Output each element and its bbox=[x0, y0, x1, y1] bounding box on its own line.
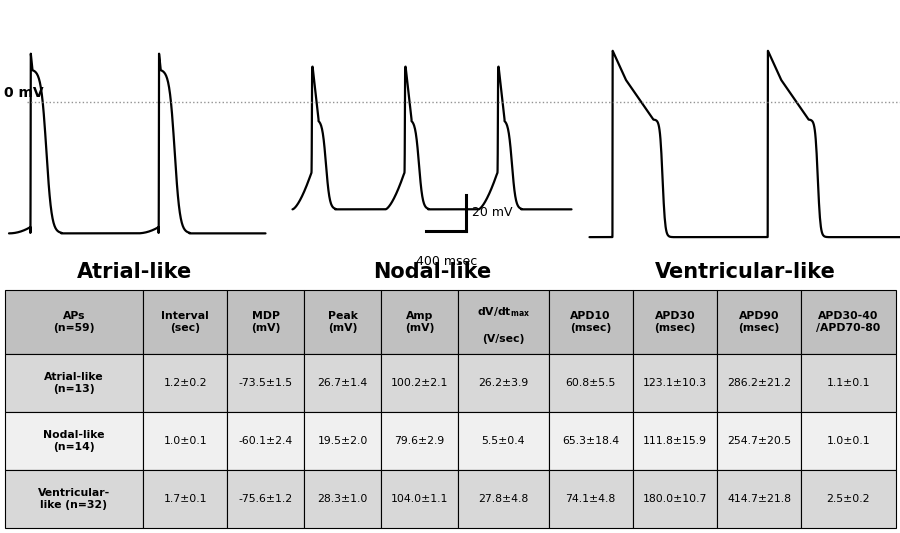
Text: MDP
(mV): MDP (mV) bbox=[251, 311, 281, 333]
Text: 1.7±0.1: 1.7±0.1 bbox=[164, 494, 207, 504]
Bar bbox=[304, 412, 382, 470]
Text: 286.2±21.2: 286.2±21.2 bbox=[727, 378, 791, 388]
Text: -73.5±1.5: -73.5±1.5 bbox=[238, 378, 292, 388]
Bar bbox=[382, 354, 458, 412]
Text: APD30
(msec): APD30 (msec) bbox=[654, 311, 696, 333]
Bar bbox=[228, 412, 304, 470]
Bar bbox=[458, 354, 548, 412]
Text: 100.2±2.1: 100.2±2.1 bbox=[391, 378, 448, 388]
Text: 74.1±4.8: 74.1±4.8 bbox=[565, 494, 616, 504]
Text: Amp
(mV): Amp (mV) bbox=[405, 311, 435, 333]
Bar bbox=[4, 470, 143, 528]
Text: (V/sec): (V/sec) bbox=[482, 334, 525, 344]
Text: 1.0±0.1: 1.0±0.1 bbox=[164, 436, 207, 446]
Text: 5.5±0.4: 5.5±0.4 bbox=[482, 436, 525, 446]
Text: Ventricular-like: Ventricular-like bbox=[655, 262, 835, 282]
Bar bbox=[633, 290, 717, 354]
Bar bbox=[304, 470, 382, 528]
Text: 28.3±1.0: 28.3±1.0 bbox=[318, 494, 368, 504]
Bar bbox=[143, 354, 228, 412]
Text: 111.8±15.9: 111.8±15.9 bbox=[643, 436, 707, 446]
Text: 123.1±10.3: 123.1±10.3 bbox=[643, 378, 707, 388]
Text: Peak
(mV): Peak (mV) bbox=[328, 311, 357, 333]
Text: 254.7±20.5: 254.7±20.5 bbox=[727, 436, 791, 446]
Bar bbox=[548, 290, 633, 354]
Bar bbox=[801, 354, 896, 412]
Text: 65.3±18.4: 65.3±18.4 bbox=[562, 436, 619, 446]
Text: 20 mV: 20 mV bbox=[472, 206, 512, 219]
Bar bbox=[633, 354, 717, 412]
Text: 26.7±1.4: 26.7±1.4 bbox=[318, 378, 368, 388]
Text: -75.6±1.2: -75.6±1.2 bbox=[238, 494, 292, 504]
Bar bbox=[4, 412, 143, 470]
Bar bbox=[228, 290, 304, 354]
Text: 104.0±1.1: 104.0±1.1 bbox=[391, 494, 448, 504]
Bar bbox=[458, 412, 548, 470]
Text: 1.2±0.2: 1.2±0.2 bbox=[164, 378, 207, 388]
Bar bbox=[228, 354, 304, 412]
Bar bbox=[633, 412, 717, 470]
Bar bbox=[548, 470, 633, 528]
Bar bbox=[717, 354, 801, 412]
Text: APD10
(msec): APD10 (msec) bbox=[570, 311, 611, 333]
Text: Nodal-like
(n=14): Nodal-like (n=14) bbox=[43, 430, 104, 452]
Bar bbox=[143, 290, 228, 354]
Text: Atrial-like
(n=13): Atrial-like (n=13) bbox=[44, 372, 104, 394]
Bar bbox=[382, 412, 458, 470]
Bar bbox=[717, 412, 801, 470]
Bar bbox=[548, 412, 633, 470]
Text: Atrial-like: Atrial-like bbox=[77, 262, 193, 282]
Bar bbox=[717, 470, 801, 528]
Bar bbox=[382, 290, 458, 354]
Bar bbox=[382, 470, 458, 528]
Text: APs
(n=59): APs (n=59) bbox=[53, 311, 94, 333]
Text: 1.1±0.1: 1.1±0.1 bbox=[826, 378, 870, 388]
Bar bbox=[801, 470, 896, 528]
Text: dV/dt$_\mathregular{max}$: dV/dt$_\mathregular{max}$ bbox=[477, 305, 530, 319]
Text: 180.0±10.7: 180.0±10.7 bbox=[643, 494, 707, 504]
Text: -60.1±2.4: -60.1±2.4 bbox=[238, 436, 292, 446]
Bar bbox=[458, 290, 548, 354]
Bar bbox=[801, 412, 896, 470]
Text: 26.2±3.9: 26.2±3.9 bbox=[478, 378, 528, 388]
Bar bbox=[143, 412, 228, 470]
Bar bbox=[4, 354, 143, 412]
Bar bbox=[4, 290, 143, 354]
Text: Interval
(sec): Interval (sec) bbox=[161, 311, 209, 333]
Text: Nodal-like: Nodal-like bbox=[373, 262, 491, 282]
Bar bbox=[143, 470, 228, 528]
Text: 1.0±0.1: 1.0±0.1 bbox=[826, 436, 870, 446]
Text: 27.8±4.8: 27.8±4.8 bbox=[478, 494, 528, 504]
Bar bbox=[458, 470, 548, 528]
Bar bbox=[228, 470, 304, 528]
Text: APD30-40
/APD70-80: APD30-40 /APD70-80 bbox=[816, 311, 880, 333]
Text: APD90
(msec): APD90 (msec) bbox=[738, 311, 779, 333]
Bar bbox=[717, 290, 801, 354]
Text: 0 mV: 0 mV bbox=[4, 86, 44, 100]
Bar bbox=[304, 290, 382, 354]
Text: 2.5±0.2: 2.5±0.2 bbox=[826, 494, 870, 504]
Text: 60.8±5.5: 60.8±5.5 bbox=[565, 378, 616, 388]
Bar bbox=[801, 290, 896, 354]
Bar bbox=[548, 354, 633, 412]
Bar bbox=[633, 470, 717, 528]
Bar bbox=[304, 354, 382, 412]
Text: 400 msec: 400 msec bbox=[416, 255, 477, 268]
Text: 414.7±21.8: 414.7±21.8 bbox=[727, 494, 791, 504]
Text: 19.5±2.0: 19.5±2.0 bbox=[318, 436, 368, 446]
Text: 79.6±2.9: 79.6±2.9 bbox=[394, 436, 445, 446]
Text: Ventricular-
like (n=32): Ventricular- like (n=32) bbox=[38, 488, 110, 510]
